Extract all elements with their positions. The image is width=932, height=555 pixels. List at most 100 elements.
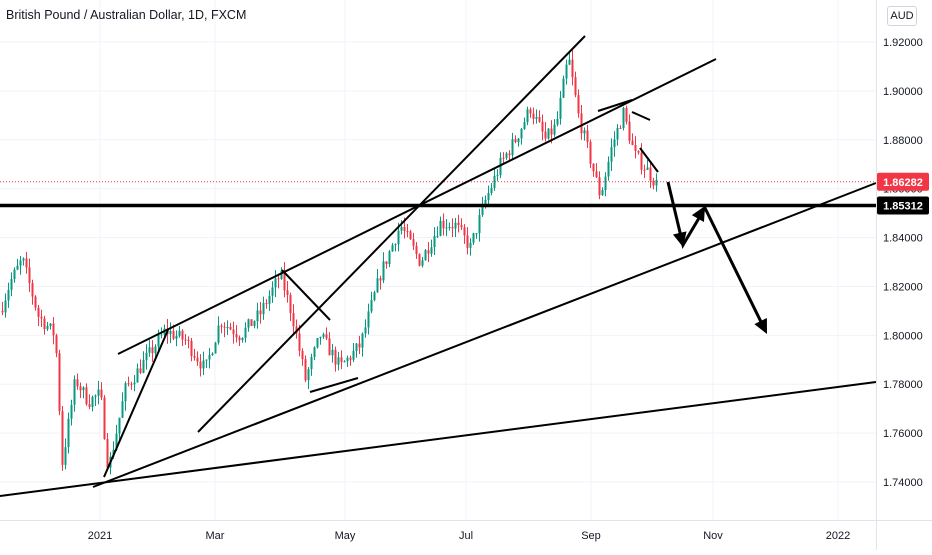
- candle-body: [463, 227, 466, 236]
- candle-body: [508, 153, 511, 156]
- candle-body: [223, 326, 226, 328]
- candle-body: [406, 231, 409, 233]
- candle-body: [436, 235, 439, 237]
- candle-body: [640, 152, 643, 170]
- candle-body: [46, 326, 49, 330]
- horizontal-level-label: 1.85312: [883, 200, 923, 212]
- candle-body: [22, 258, 25, 261]
- candle-body: [181, 330, 184, 340]
- candle-body: [310, 357, 313, 370]
- candle-body: [244, 327, 247, 338]
- candle-body: [649, 167, 652, 181]
- candle-body: [424, 250, 427, 261]
- left-support-segment: [103, 329, 169, 478]
- candle-body: [139, 368, 142, 373]
- candle-body: [175, 335, 178, 339]
- candle-body: [64, 447, 67, 465]
- candle-body: [316, 337, 319, 348]
- candle-body: [565, 64, 568, 79]
- candle-body: [361, 333, 364, 348]
- candle-body: [394, 244, 397, 246]
- candle-body: [283, 270, 286, 291]
- candle-body: [349, 357, 352, 360]
- candle-body: [547, 128, 550, 139]
- candle-body: [337, 357, 340, 365]
- candle-body: [277, 278, 280, 280]
- candle-body: [91, 396, 94, 407]
- drawn-lines: [0, 35, 877, 497]
- candle-body: [523, 122, 526, 129]
- candle-body: [313, 347, 316, 358]
- candle-body: [49, 323, 52, 327]
- x-tick-label: Jul: [459, 530, 473, 542]
- y-tick-label: 1.80000: [883, 330, 923, 342]
- arrow-head-up: [691, 206, 705, 222]
- candle-body: [10, 279, 13, 290]
- rising-support-line: [92, 182, 877, 488]
- arrow-head-down-1: [672, 231, 687, 247]
- candle-body: [7, 289, 10, 301]
- candle-body: [220, 325, 223, 327]
- candle-body: [517, 138, 520, 143]
- y-tick-label: 1.92000: [883, 37, 923, 49]
- candle-body: [643, 169, 646, 171]
- candle-body: [397, 230, 400, 245]
- candle-body: [568, 59, 571, 65]
- candle-body: [214, 342, 217, 354]
- y-tick-label: 1.78000: [883, 379, 923, 391]
- arrow-head-down-2: [754, 318, 767, 334]
- candle-body: [187, 339, 190, 341]
- candle-body: [472, 233, 475, 243]
- candle-body: [118, 417, 121, 434]
- candle-body: [391, 245, 394, 252]
- candle-body: [232, 329, 235, 335]
- candle-body: [544, 131, 547, 139]
- candle-body: [127, 383, 130, 385]
- candle-body: [178, 330, 181, 336]
- steep-trendline: [197, 35, 586, 433]
- candle-body: [574, 77, 577, 96]
- candle-body: [478, 214, 481, 234]
- candle-body: [202, 360, 205, 369]
- candle-body: [130, 383, 133, 385]
- candle-body: [364, 327, 367, 334]
- candle-body: [412, 239, 415, 246]
- candle-body: [280, 270, 283, 280]
- candle-body: [97, 389, 100, 396]
- candle-body: [526, 109, 529, 123]
- candle-body: [211, 353, 214, 356]
- candle-body: [154, 346, 157, 354]
- candle-body: [196, 357, 199, 362]
- candle-body: [634, 145, 637, 151]
- candle-body: [379, 278, 382, 281]
- candle-body: [265, 303, 268, 305]
- y-tick-label: 1.90000: [883, 86, 923, 98]
- currency-button[interactable]: AUD: [887, 6, 917, 26]
- symbol-title: British Pound / Australian Dollar, 1D, F…: [6, 8, 247, 22]
- candle-body: [607, 161, 610, 177]
- candle-body: [646, 167, 649, 170]
- candle-body: [292, 313, 295, 327]
- candle-body: [82, 387, 85, 391]
- candle-body: [604, 176, 607, 191]
- candle-body: [457, 222, 460, 226]
- candle-body: [499, 157, 502, 176]
- candle-body: [559, 97, 562, 119]
- candle-body: [466, 235, 469, 248]
- candle-body: [31, 283, 34, 297]
- candle-body: [505, 153, 508, 158]
- candlestick-series: [1, 50, 658, 475]
- candle-body: [469, 242, 472, 248]
- candle-body: [193, 355, 196, 358]
- candle-body: [520, 128, 523, 139]
- candle-body: [124, 383, 127, 402]
- candle-body: [388, 251, 391, 264]
- candle-body: [61, 411, 64, 465]
- candle-body: [562, 78, 565, 98]
- candle-body: [133, 382, 136, 385]
- candle-body: [532, 113, 535, 119]
- x-tick-label: 2021: [88, 530, 112, 542]
- candle-body: [427, 250, 430, 254]
